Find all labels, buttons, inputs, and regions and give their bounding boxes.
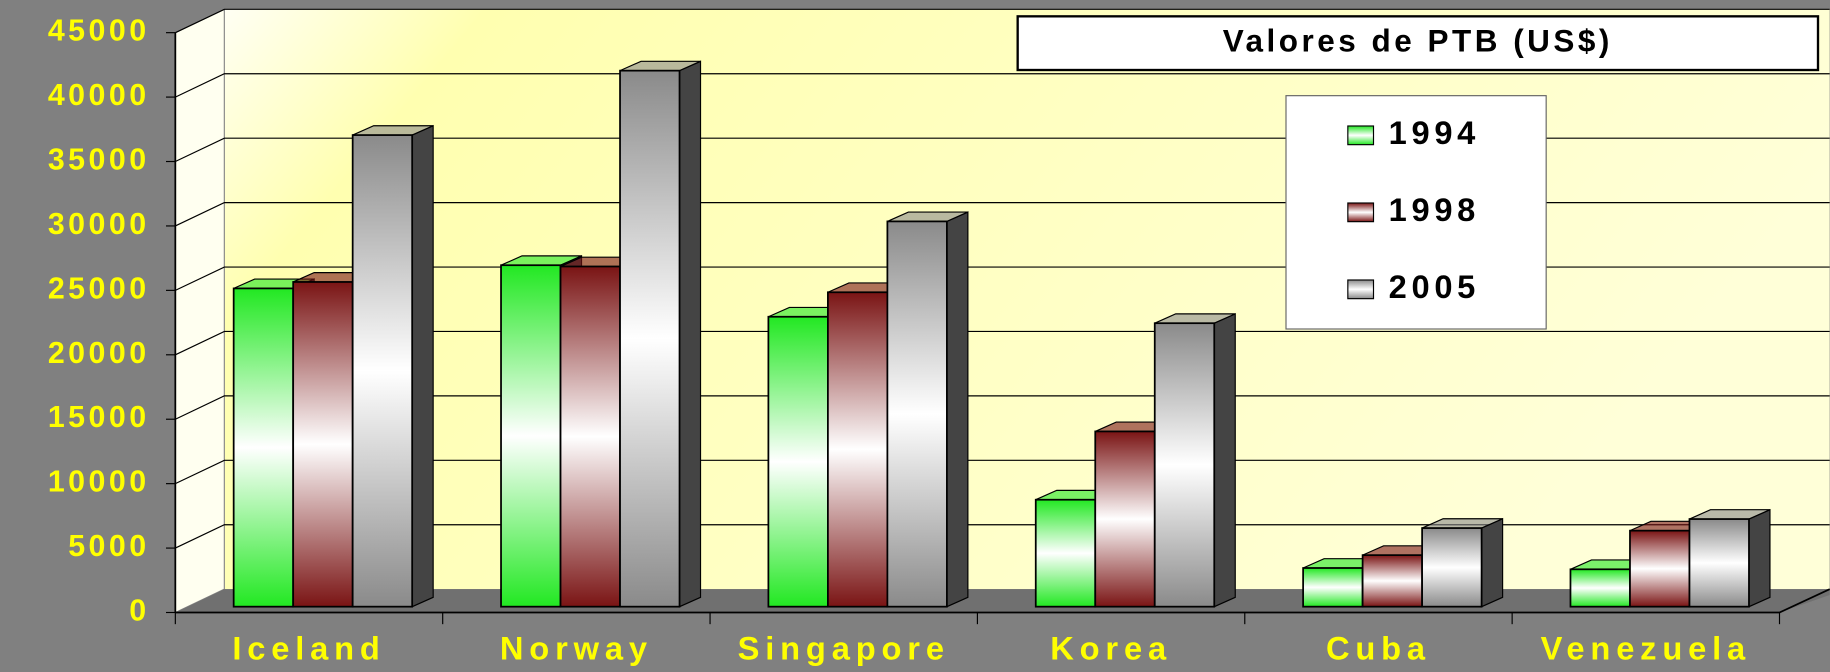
x-tick-label: Cuba bbox=[1326, 630, 1431, 667]
y-tick-label: 35000 bbox=[48, 144, 150, 177]
side-wall bbox=[174, 8, 225, 614]
bar bbox=[1688, 518, 1750, 608]
grid-line bbox=[175, 524, 1830, 549]
grid-line bbox=[175, 8, 1830, 34]
grid-line bbox=[175, 459, 1830, 485]
legend-swatch bbox=[1347, 279, 1375, 300]
bar-side bbox=[411, 124, 434, 608]
x-tick-label: Iceland bbox=[232, 630, 385, 667]
bar bbox=[1629, 529, 1691, 608]
grid-line bbox=[175, 330, 1830, 356]
y-tick-label: 15000 bbox=[48, 401, 150, 434]
bar-side bbox=[1748, 508, 1771, 608]
grid-line bbox=[175, 73, 1830, 98]
bar bbox=[886, 220, 948, 608]
bar bbox=[1034, 498, 1097, 608]
bar bbox=[351, 134, 414, 608]
bar bbox=[559, 265, 621, 608]
back-wall bbox=[224, 9, 1830, 590]
legend-box bbox=[1285, 95, 1547, 330]
x-tick-label: Norway bbox=[500, 630, 653, 667]
bar-side bbox=[1481, 517, 1504, 608]
chart-title: Valores de PTB (US$) bbox=[1223, 22, 1613, 58]
bar bbox=[767, 315, 829, 608]
legend-label: 1998 bbox=[1389, 191, 1480, 228]
grid bbox=[175, 8, 1830, 549]
bar bbox=[232, 287, 295, 608]
legend-swatch bbox=[1347, 125, 1375, 146]
bar bbox=[1421, 527, 1483, 608]
grid-line bbox=[175, 395, 1830, 420]
bar-side bbox=[678, 60, 702, 608]
bar-side bbox=[946, 211, 969, 608]
x-tick-label: Singapore bbox=[738, 630, 950, 667]
bar bbox=[292, 281, 354, 608]
bar bbox=[1302, 567, 1364, 608]
legend-swatch bbox=[1347, 202, 1375, 223]
y-tick-label: 10000 bbox=[48, 466, 150, 499]
bar bbox=[619, 69, 681, 608]
bar bbox=[827, 291, 889, 608]
x-tick-label: Venezuela bbox=[1541, 630, 1751, 667]
y-tick-label: 5000 bbox=[68, 530, 149, 563]
bars bbox=[232, 60, 1771, 608]
y-tick-label: 45000 bbox=[48, 15, 150, 48]
legend-label: 2005 bbox=[1389, 268, 1480, 305]
bar bbox=[1094, 430, 1156, 608]
y-tick-label: 0 bbox=[129, 595, 149, 628]
bar-side bbox=[1213, 312, 1236, 608]
axes: 0 5000 10000 15000 20000 25000 30000 35000 40000… bbox=[48, 15, 1830, 667]
bar bbox=[1153, 322, 1216, 608]
bar bbox=[1361, 554, 1423, 608]
y-tick-label: 30000 bbox=[48, 208, 150, 241]
bar bbox=[500, 264, 562, 608]
legend-label: 1994 bbox=[1389, 114, 1480, 151]
y-tick-label: 40000 bbox=[48, 79, 150, 112]
legend: 1994 1998 2005 bbox=[1347, 114, 1480, 305]
y-tick-label: 20000 bbox=[48, 337, 150, 370]
bar bbox=[1569, 568, 1631, 608]
x-tick-label: Korea bbox=[1050, 630, 1172, 667]
title-box bbox=[1016, 15, 1820, 72]
y-tick-label: 25000 bbox=[48, 272, 150, 305]
